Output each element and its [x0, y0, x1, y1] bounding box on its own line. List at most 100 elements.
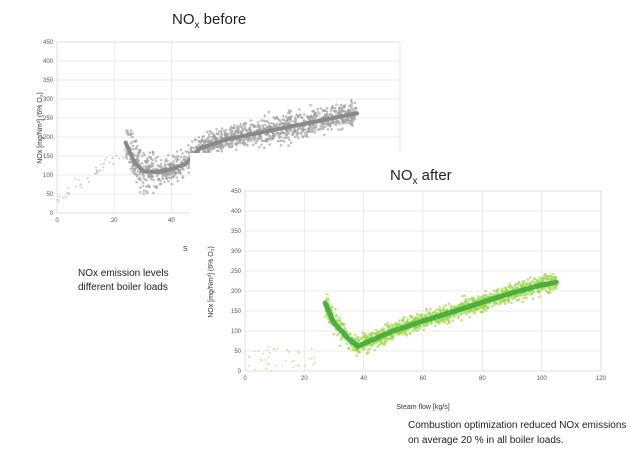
data-point [318, 127, 322, 131]
data-point [58, 195, 61, 198]
y-tick-label: 150 [231, 309, 242, 315]
data-point [319, 107, 323, 110]
data-point [229, 142, 232, 145]
data-point [214, 136, 217, 140]
data-point [551, 285, 555, 289]
data-point [142, 189, 146, 192]
data-point [292, 120, 296, 123]
data-point [546, 277, 550, 281]
data-point [482, 305, 486, 309]
data-point [380, 342, 383, 346]
data-point [257, 128, 260, 132]
data-point [347, 121, 350, 125]
data-point [324, 125, 327, 128]
data-point [197, 136, 201, 139]
data-point [129, 133, 132, 137]
data-point [337, 316, 341, 320]
data-point [337, 111, 341, 114]
data-point [373, 348, 377, 352]
chart-before-title: NOx before [172, 11, 246, 31]
x-tick-label: 60 [420, 376, 427, 382]
data-point [272, 133, 275, 137]
x-tick-label: 100 [537, 376, 548, 382]
data-point [276, 140, 280, 143]
data-point [286, 130, 289, 134]
data-point [167, 180, 170, 183]
data-point [411, 329, 415, 333]
data-point [266, 139, 270, 142]
data-point [504, 289, 508, 293]
data-point [310, 115, 314, 118]
data-point [95, 166, 97, 169]
data-point [370, 333, 374, 337]
data-point [347, 347, 350, 350]
data-point [226, 143, 230, 147]
data-point [151, 150, 155, 154]
data-point [543, 287, 547, 291]
data-point [264, 139, 267, 143]
data-point [142, 192, 146, 195]
chart-before-caption-line-2: different boiler loads [78, 282, 168, 293]
data-point [147, 164, 151, 167]
data-point [388, 325, 392, 329]
data-point [157, 177, 160, 181]
data-point [284, 360, 287, 362]
data-point [257, 146, 261, 149]
data-point [528, 282, 531, 286]
data-point [212, 134, 215, 138]
data-point [168, 176, 171, 180]
data-point [125, 132, 129, 135]
chart-before-y-label: NOx [mg/Nm³] (6% O₂) [37, 92, 44, 164]
data-point [493, 303, 496, 307]
data-point [290, 360, 293, 363]
data-point [188, 166, 191, 170]
data-point [531, 279, 534, 283]
data-point [311, 357, 313, 360]
data-point [305, 130, 309, 134]
data-point [402, 315, 406, 319]
data-point [398, 319, 401, 323]
data-point [448, 320, 451, 323]
data-point [138, 177, 141, 181]
data-point [80, 183, 83, 186]
data-point [514, 284, 517, 287]
data-point [135, 180, 138, 184]
data-point [284, 134, 288, 138]
data-point [198, 140, 201, 144]
data-point [521, 300, 524, 304]
data-point [131, 140, 134, 144]
data-point [356, 350, 360, 354]
data-point [495, 301, 498, 305]
data-point [267, 133, 271, 137]
data-point [335, 313, 338, 317]
data-point [350, 107, 353, 111]
data-point [270, 138, 273, 141]
data-point [141, 184, 145, 188]
data-point [238, 125, 241, 128]
data-point [224, 131, 227, 135]
data-point [134, 154, 138, 157]
data-point [344, 118, 348, 121]
data-point [67, 193, 70, 196]
data-point [303, 131, 307, 135]
data-point [350, 102, 354, 105]
data-point [145, 189, 148, 193]
data-point [161, 173, 165, 177]
data-point [311, 130, 314, 133]
data-point [287, 144, 290, 147]
data-point [197, 143, 201, 147]
data-point [310, 126, 314, 130]
data-point [260, 119, 263, 122]
data-point [129, 167, 133, 171]
data-point [324, 115, 327, 118]
data-point [314, 126, 318, 129]
data-point [308, 358, 311, 360]
data-point [424, 313, 427, 317]
data-point [215, 128, 218, 131]
data-point [258, 134, 262, 137]
data-point [256, 125, 260, 129]
data-point [221, 143, 225, 146]
data-point [330, 305, 334, 309]
data-point [195, 146, 198, 150]
data-point [241, 128, 245, 131]
